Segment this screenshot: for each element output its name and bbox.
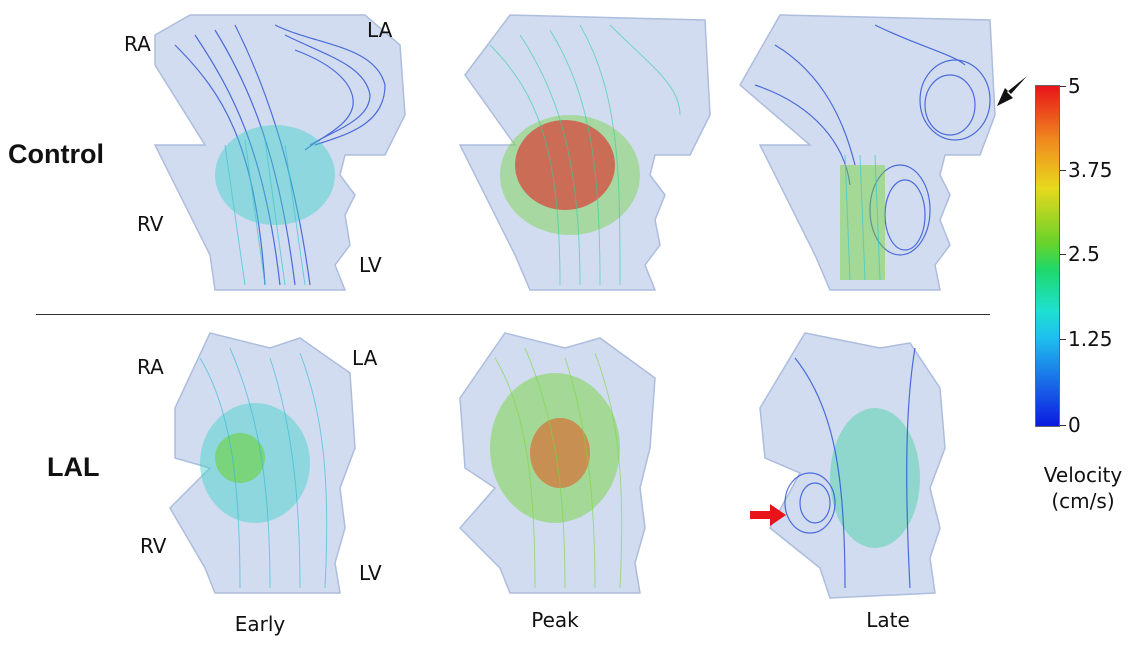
heart-flow-render <box>458 14 711 291</box>
heart-flow-render <box>169 332 356 594</box>
label-ra: RA <box>124 32 151 56</box>
colorbar-tick <box>1060 425 1066 426</box>
label-rv: RV <box>137 212 164 236</box>
row-divider <box>36 314 990 315</box>
colorbar-tick-label: 2.5 <box>1068 242 1100 266</box>
colorbar-title-line1: Velocity <box>1043 463 1123 487</box>
panel-lal-peak <box>455 328 656 602</box>
panel-control-early <box>115 5 415 299</box>
label-rv: RV <box>140 534 167 558</box>
row-label-lal: LAL <box>47 452 100 482</box>
colorbar-tick <box>1060 170 1066 171</box>
colorbar-tick-label: 5 <box>1068 74 1081 98</box>
column-label-late: Late <box>866 608 910 632</box>
colorbar-tick-label: 3.75 <box>1068 158 1113 182</box>
panel-lal-late <box>755 328 965 607</box>
velocity-colorbar <box>1035 85 1060 427</box>
colorbar-tick-label: 1.25 <box>1068 327 1113 351</box>
heart-flow-render <box>153 14 406 291</box>
panel-control-late <box>735 5 1025 299</box>
label-lv: LV <box>359 253 382 277</box>
heart-flow-render <box>739 14 996 291</box>
label-la: LA <box>367 18 393 42</box>
black-arrow-icon <box>997 76 1027 106</box>
colorbar-tick <box>1060 86 1066 87</box>
colorbar-title-line2: (cm/s) <box>1051 489 1115 513</box>
colorbar-title: Velocity (cm/s) <box>1028 462 1138 514</box>
red-arrow-icon <box>750 504 786 526</box>
row-label-control: Control <box>8 139 104 169</box>
panel-lal-early <box>160 328 360 602</box>
label-ra: RA <box>137 355 164 379</box>
colorbar-tick <box>1060 339 1066 340</box>
heart-flow-render <box>759 332 946 599</box>
column-label-early: Early <box>234 612 286 636</box>
heart-flow-render <box>458 332 656 594</box>
colorbar-tick-label: 0 <box>1068 413 1081 437</box>
colorbar-tick <box>1060 254 1066 255</box>
panel-control-peak <box>440 5 730 299</box>
column-label-peak: Peak <box>531 608 579 632</box>
label-la: LA <box>352 346 378 370</box>
label-lv: LV <box>359 561 382 585</box>
